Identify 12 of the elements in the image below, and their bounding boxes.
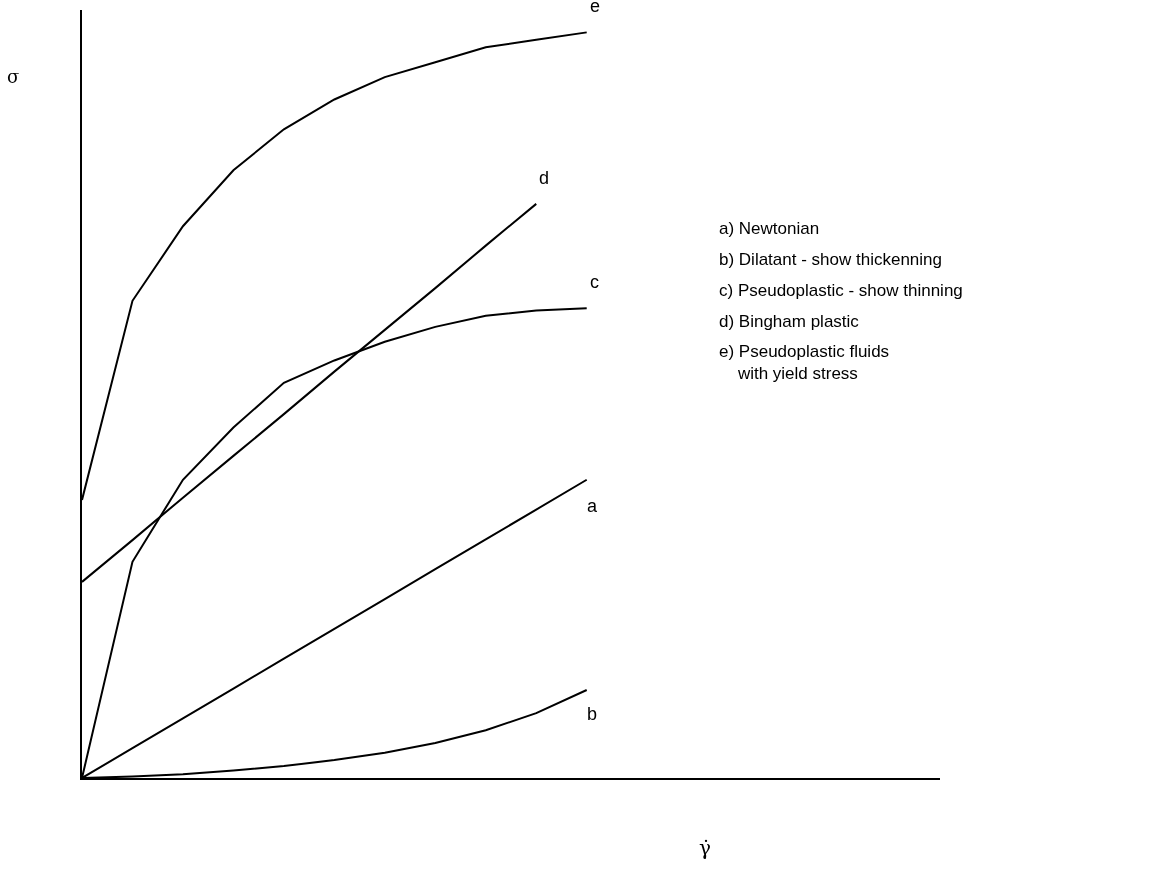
annotation: e) Pseudoplastic fluids with yield stress (719, 342, 890, 384)
annotation: a) Newtonian (719, 219, 820, 238)
series-label: a (587, 496, 598, 516)
series-label: e (590, 0, 601, 16)
series-label: b (587, 704, 598, 724)
annotation: b) Dilatant - show thickenning (719, 250, 943, 269)
annotation: d) Bingham plastic (719, 312, 860, 331)
x-axis-title: γ̇ (699, 836, 711, 860)
annotation: c) Pseudoplastic - show thinning (719, 281, 963, 300)
series-label: c (590, 272, 599, 292)
y-axis-title: σ (7, 66, 20, 87)
series-label: d (539, 168, 550, 188)
